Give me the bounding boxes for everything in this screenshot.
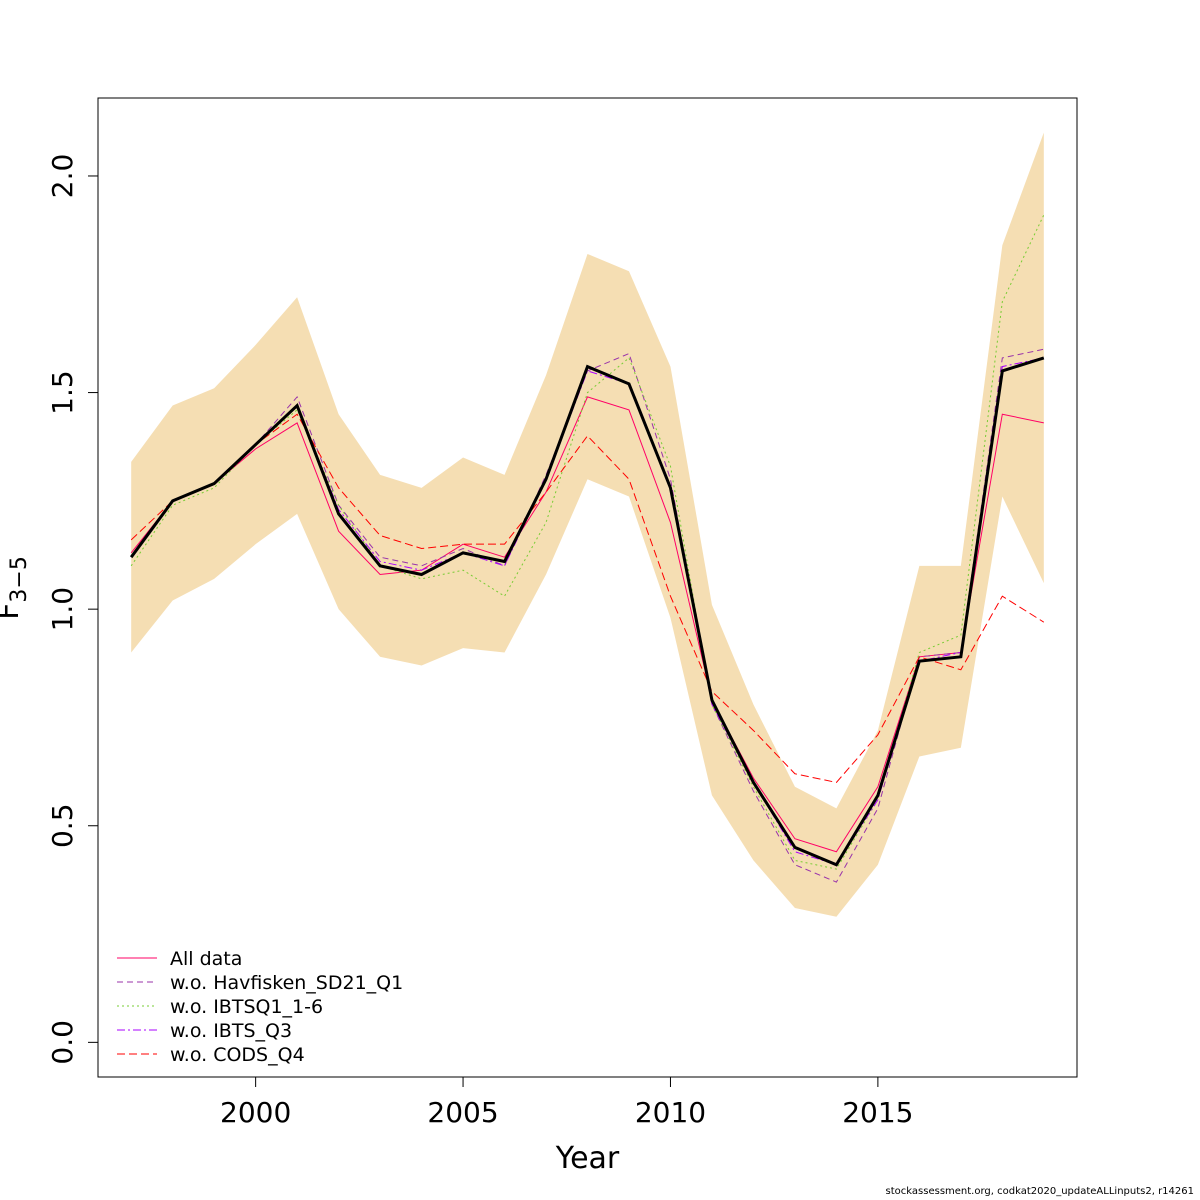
series-line-5 <box>130 413 1045 783</box>
x-tick-label: 2015 <box>842 1096 913 1129</box>
y-axis-title: F3−5 <box>0 556 32 620</box>
legend-label-1: All data <box>170 948 242 970</box>
y-axis-title-subscript: 3−5 <box>7 556 32 602</box>
y-tick-label: 1.5 <box>46 370 79 415</box>
y-tick-label: 2.0 <box>46 154 79 199</box>
x-tick-label: 2000 <box>220 1096 291 1129</box>
main-line-layer <box>129 356 1045 867</box>
main-estimate-line <box>129 356 1045 867</box>
legend-label-3: w.o. IBTSQ1_1-6 <box>170 996 323 1018</box>
x-tick-label: 2010 <box>635 1096 706 1129</box>
confidence-band <box>131 132 1044 917</box>
x-tick-label: 2005 <box>427 1096 498 1129</box>
legend-label-5: w.o. CODS_Q4 <box>170 1044 305 1066</box>
y-tick-label: 1.0 <box>46 587 79 632</box>
legend-label-4: w.o. IBTS_Q3 <box>170 1020 292 1042</box>
y-axis: 0.0 0.5 1.0 1.5 2.0 <box>46 154 99 1065</box>
x-axis-title: Year <box>555 1141 620 1176</box>
y-axis-title-main: F <box>0 603 26 620</box>
series-line-1 <box>130 396 1044 853</box>
legend-label-2: w.o. Havfisken_SD21_Q1 <box>170 972 403 994</box>
footer-credit: stockassessment.org, codkat2020_updateAL… <box>885 1186 1194 1197</box>
y-tick-label: 0.0 <box>46 1020 79 1065</box>
confidence-band-layer <box>131 132 1044 917</box>
x-axis: 2000 2005 2010 2015 <box>220 1076 914 1129</box>
series-line-3 <box>130 214 1045 870</box>
y-tick-label: 0.5 <box>46 803 79 848</box>
